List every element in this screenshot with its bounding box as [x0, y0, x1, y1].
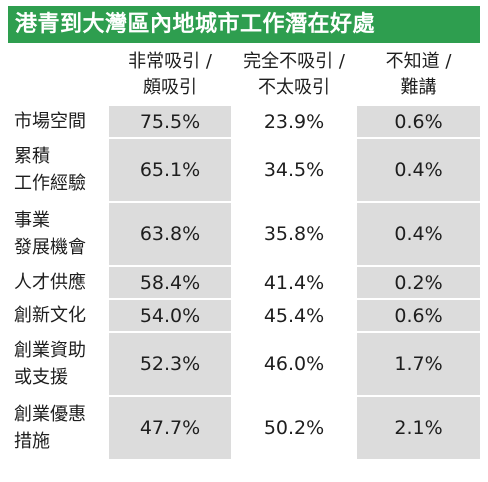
column-header-unattractive: 完全不吸引 / 不太吸引	[231, 46, 356, 105]
row-label-line: 創新文化	[14, 305, 86, 326]
table-row: 事業 發展機會 63.8% 35.8% 0.4%	[8, 201, 480, 266]
column-header-line: 不知道 /	[385, 51, 452, 72]
value-unknown: 0.6%	[355, 298, 480, 332]
row-label-line: 人才供應	[14, 272, 86, 293]
table-row: 累積 工作經驗 65.1% 34.5% 0.4%	[8, 137, 480, 202]
value-unknown: 0.6%	[355, 104, 480, 138]
row-label: 累積 工作經驗	[8, 137, 108, 202]
table-row: 市場空間 75.5% 23.9% 0.6%	[8, 104, 480, 138]
row-label: 創業資助 或支援	[8, 331, 108, 396]
value-unknown: 0.2%	[355, 265, 480, 299]
row-label: 創業優惠 措施	[8, 395, 108, 459]
row-label-line: 措施	[14, 431, 50, 452]
column-header-line: 頗吸引	[143, 77, 197, 98]
row-label-line: 創業資助	[14, 340, 86, 361]
value-unattractive: 45.4%	[231, 298, 356, 332]
row-label-line: 工作經驗	[14, 173, 86, 194]
column-header-unknown: 不知道 / 難講	[355, 46, 480, 105]
value-attractive: 47.7%	[107, 395, 232, 459]
value-unattractive: 41.4%	[231, 265, 356, 299]
value-attractive: 65.1%	[107, 137, 232, 202]
table-row: 創新文化 54.0% 45.4% 0.6%	[8, 298, 480, 332]
value-attractive: 58.4%	[107, 265, 232, 299]
table-row: 創業資助 或支援 52.3% 46.0% 1.7%	[8, 331, 480, 396]
value-unknown: 0.4%	[355, 201, 480, 266]
value-attractive: 54.0%	[107, 298, 232, 332]
column-header-line: 不太吸引	[258, 77, 330, 98]
value-unattractive: 50.2%	[231, 395, 356, 459]
value-attractive: 75.5%	[107, 104, 232, 138]
table-row: 創業優惠 措施 47.7% 50.2% 2.1%	[8, 395, 480, 459]
value-unattractive: 23.9%	[231, 104, 356, 138]
survey-table: 非常吸引 / 頗吸引 完全不吸引 / 不太吸引 不知道 / 難講 市場空間 75…	[8, 46, 480, 459]
row-label-line: 或支援	[14, 367, 68, 388]
value-attractive: 52.3%	[107, 331, 232, 396]
value-unattractive: 35.8%	[231, 201, 356, 266]
row-label-line: 市場空間	[14, 111, 86, 132]
value-unattractive: 34.5%	[231, 137, 356, 202]
row-label-line: 發展機會	[14, 237, 86, 258]
value-unattractive: 46.0%	[231, 331, 356, 396]
column-header-line: 難講	[400, 77, 437, 98]
table-row: 人才供應 58.4% 41.4% 0.2%	[8, 265, 480, 299]
row-label: 市場空間	[8, 104, 108, 138]
header-blank-cell	[8, 46, 108, 105]
value-unknown: 0.4%	[355, 137, 480, 202]
row-label: 人才供應	[8, 265, 108, 299]
table-title: 港青到大灣區內地城市工作潛在好處	[8, 6, 480, 43]
row-label-line: 創業優惠	[14, 404, 86, 425]
row-label: 創新文化	[8, 298, 108, 332]
row-label-line: 事業	[14, 210, 50, 231]
column-header-attractive: 非常吸引 / 頗吸引	[107, 46, 232, 105]
row-label: 事業 發展機會	[8, 201, 108, 266]
column-header-line: 非常吸引 /	[128, 51, 212, 72]
header-row: 非常吸引 / 頗吸引 完全不吸引 / 不太吸引 不知道 / 難講	[8, 46, 480, 105]
value-unknown: 2.1%	[355, 395, 480, 459]
column-header-line: 完全不吸引 /	[243, 51, 345, 72]
row-label-line: 累積	[14, 146, 50, 167]
value-attractive: 63.8%	[107, 201, 232, 266]
value-unknown: 1.7%	[355, 331, 480, 396]
